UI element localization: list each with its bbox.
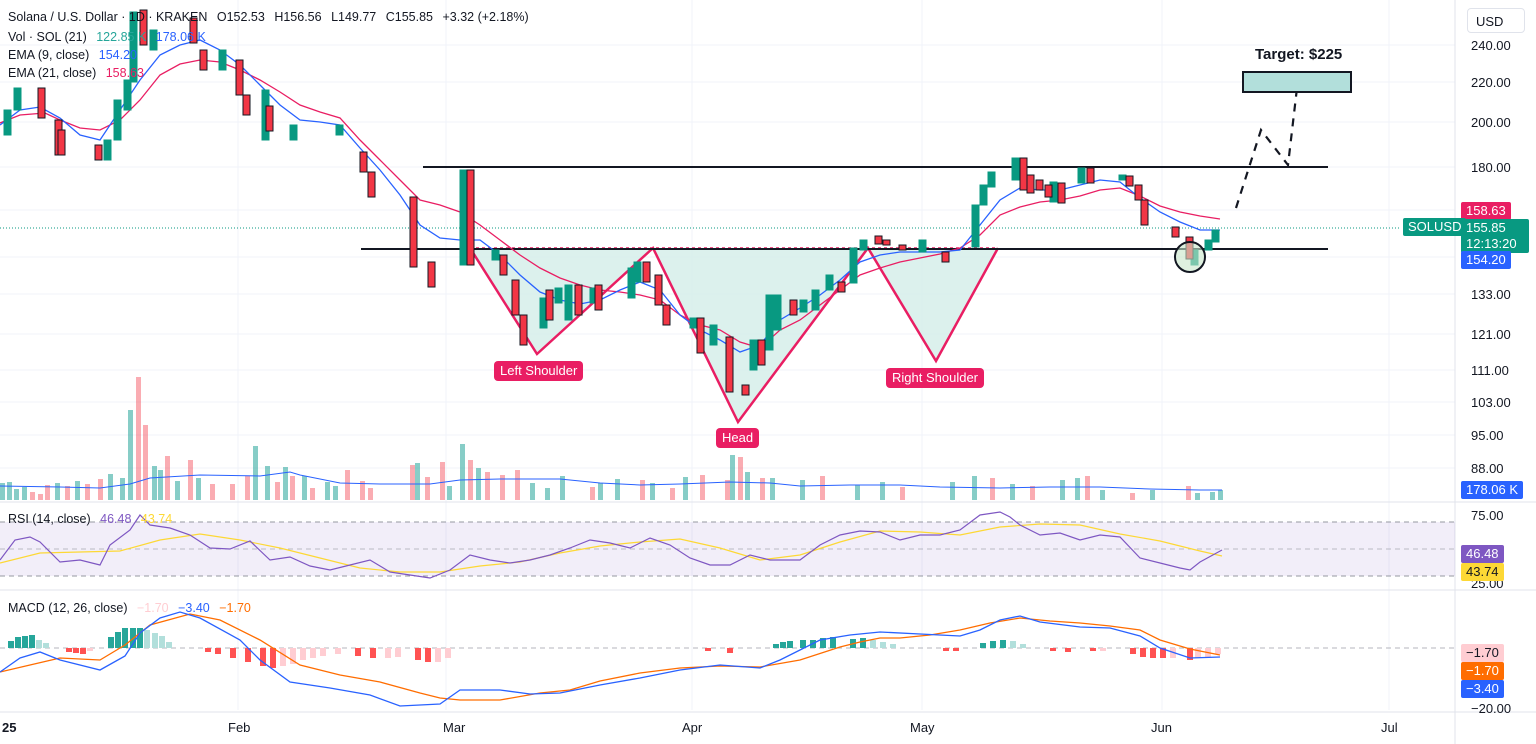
price-tick: 88.00	[1471, 461, 1504, 476]
bar-countdown: 12:13:20	[1466, 236, 1517, 251]
symbol-header: Solana / U.S. Dollar · 1D · KRAKEN O152.…	[8, 9, 535, 26]
ema21-value: 158.63	[105, 66, 144, 80]
ema21-price-badge: 158.63	[1461, 202, 1511, 220]
rsi-tick: 75.00	[1471, 508, 1504, 523]
time-label-apr: Apr	[682, 720, 703, 735]
price-tick: 103.00	[1471, 395, 1511, 410]
macd-signal-badge: −1.70	[1461, 662, 1504, 680]
macd-value: −3.40	[178, 601, 210, 615]
macd-legend[interactable]: MACD (12, 26, close) −1.70 −3.40 −1.70	[8, 600, 257, 617]
rsi-band	[0, 522, 1455, 576]
macd-hist-badge: −1.70	[1461, 644, 1504, 662]
candles	[3, 9, 1220, 396]
time-label-mar: Mar	[443, 720, 466, 735]
ema21-line	[0, 59, 1221, 349]
rsi-ma-line	[0, 523, 1223, 573]
ohlc-high: H156.56	[274, 10, 322, 24]
ema9-line	[0, 39, 1220, 353]
macd-label: MACD (12, 26, close)	[8, 601, 128, 615]
volume-ma-badge: 178.06 K	[1461, 481, 1524, 499]
symbol-badge: SOLUSD	[1403, 218, 1467, 236]
rsi-value: 46.48	[100, 512, 132, 526]
rsi-legend[interactable]: RSI (14, close) 46.48 43.74	[8, 511, 178, 528]
symbol-title[interactable]: Solana / U.S. Dollar · 1D · KRAKEN	[8, 10, 208, 24]
right-shoulder-label[interactable]: Right Shoulder	[886, 368, 984, 388]
rsi-ma-value: 43.74	[140, 512, 173, 526]
macd-signal-line	[0, 613, 1221, 701]
ema9-value: 154.20	[98, 48, 137, 62]
rsi-ma-badge: 43.74	[1461, 563, 1504, 581]
time-label-jun: Jun	[1151, 720, 1172, 735]
volume-ma-value: 178.06 K	[155, 30, 206, 44]
rsi-label: RSI (14, close)	[8, 512, 91, 526]
macd-tick: −20.00	[1471, 701, 1512, 716]
volume-bars	[0, 377, 1223, 500]
price-tick: 111.00	[1471, 363, 1509, 378]
time-label-feb: Feb	[228, 720, 251, 735]
rsi-badge: 46.48	[1461, 545, 1504, 563]
time-label-year: 25	[2, 720, 17, 735]
head-label[interactable]: Head	[716, 428, 760, 448]
ohlc-change: +3.32 (+2.18%)	[442, 10, 529, 24]
ema9-price-badge: 154.20	[1461, 251, 1511, 269]
ema9-label: EMA (9, close)	[8, 48, 90, 62]
rsi-line	[0, 511, 1223, 579]
target-label[interactable]: Target: $225	[1255, 46, 1343, 63]
retest-circle[interactable]	[1174, 241, 1206, 273]
last-price: 155.85	[1466, 220, 1506, 235]
macd-hist-value: −1.70	[136, 601, 169, 615]
pattern-fill	[470, 248, 998, 422]
volume-value: 122.85 K	[96, 30, 147, 44]
ohlc-close: C155.85	[385, 10, 433, 24]
currency-selector[interactable]: USD	[1467, 8, 1525, 33]
price-tick: 180.00	[1471, 160, 1511, 175]
macd-signal-value: −1.70	[219, 601, 251, 615]
price-tick: 240.00	[1471, 38, 1511, 53]
left-shoulder-label[interactable]: Left Shoulder	[494, 361, 584, 381]
price-tick: 133.00	[1471, 287, 1511, 302]
volume-legend[interactable]: Vol · SOL (21) 122.85 K 178.06 K	[8, 29, 212, 46]
projection-path	[1234, 73, 1299, 209]
last-price-badge: 155.85 12:13:20	[1461, 219, 1529, 253]
price-tick: 95.00	[1471, 428, 1504, 443]
macd-line	[0, 611, 1221, 707]
volume-ma-line	[0, 471, 1222, 491]
ohlc-low: L149.77	[331, 10, 377, 24]
time-label-jul: Jul	[1381, 720, 1398, 735]
volume-label: Vol · SOL (21)	[8, 30, 87, 44]
pattern-outline	[468, 245, 1000, 425]
target-box[interactable]	[1242, 71, 1352, 93]
ema21-legend[interactable]: EMA (21, close) 158.63	[8, 65, 150, 82]
ema9-legend[interactable]: EMA (9, close) 154.20	[8, 47, 143, 64]
price-tick: 121.00	[1471, 327, 1511, 342]
ohlc-open: O152.53	[216, 10, 265, 24]
price-tick: 200.00	[1471, 115, 1511, 130]
price-tick: 220.00	[1471, 75, 1511, 90]
macd-badge: −3.40	[1461, 680, 1504, 698]
time-label-may: May	[910, 720, 935, 735]
ema21-label: EMA (21, close)	[8, 66, 97, 80]
